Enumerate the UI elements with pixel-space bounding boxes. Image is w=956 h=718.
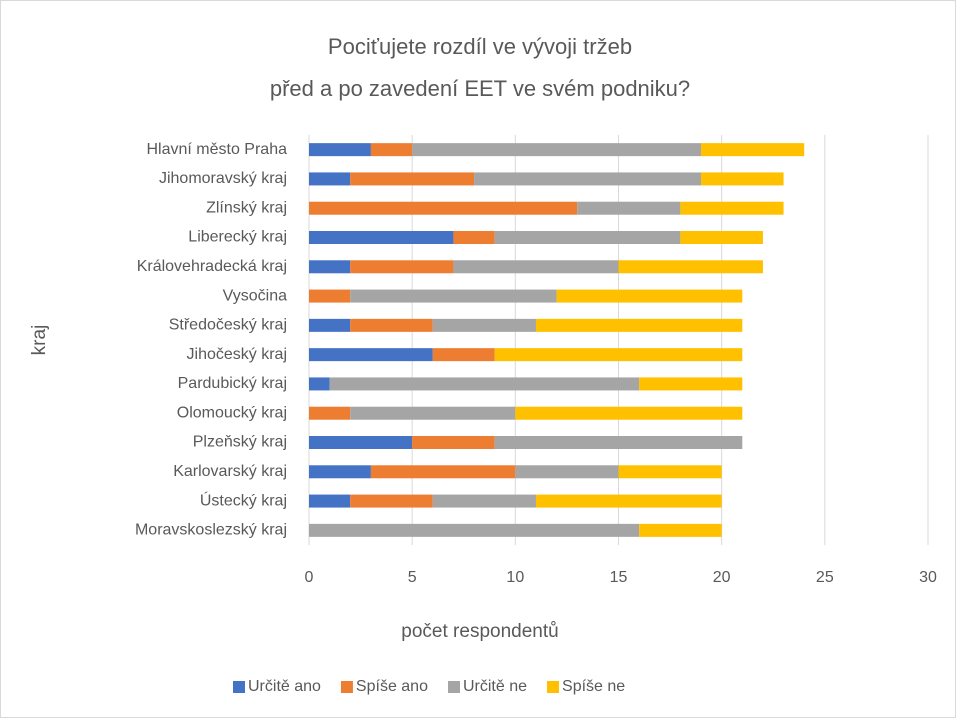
legend-swatch <box>547 681 560 693</box>
bar-segment <box>309 377 330 391</box>
bar-segment <box>618 260 763 274</box>
bar-segment <box>309 523 640 537</box>
bar-segment <box>680 231 763 244</box>
bar-segment <box>329 377 640 391</box>
chart-title: před a po zavedení EET ve svém podniku? <box>270 76 690 101</box>
bar-segment <box>350 172 475 186</box>
bar-segment <box>309 231 454 244</box>
bar-segment <box>350 289 557 303</box>
y-tick-label: Pardubický kraj <box>178 375 287 392</box>
legend-label: Určitě ano <box>248 678 321 695</box>
legend-label: Spíše ano <box>356 678 428 695</box>
y-tick-label: Jihomoravský kraj <box>159 170 287 187</box>
bar-segment <box>309 289 351 303</box>
bar-segment <box>701 172 784 186</box>
bar-segment <box>350 260 454 274</box>
legend-swatch <box>233 681 245 693</box>
bar-segment <box>350 318 433 332</box>
bar-segment <box>494 348 743 362</box>
bar-segment <box>453 231 495 244</box>
legend-label: Spíše ne <box>562 678 625 695</box>
bar-segment <box>515 406 743 420</box>
legend-swatch <box>340 681 353 693</box>
bar-segment <box>474 172 702 186</box>
bar-segment <box>453 260 619 274</box>
x-axis-title: počet respondentů <box>401 621 558 642</box>
bar-segment <box>432 348 495 362</box>
bar-segment <box>309 348 433 362</box>
bar-segment <box>309 172 351 186</box>
y-tick-label: Ústecký kraj <box>200 490 287 509</box>
bar-segment <box>412 436 495 449</box>
bar-segment <box>309 465 371 479</box>
y-tick-label: Středočeský kraj <box>169 317 287 334</box>
x-tick-label: 5 <box>408 569 417 586</box>
bar-segment <box>350 494 433 508</box>
bar-segment <box>515 465 619 479</box>
bar-segment <box>309 318 351 332</box>
bar-segment <box>618 465 722 479</box>
y-tick-label: Olomoucký kraj <box>177 404 287 421</box>
x-tick-label: 15 <box>610 569 628 586</box>
bar-segment <box>350 406 516 420</box>
y-tick-label: Jihočeský kraj <box>187 346 287 363</box>
bar-segment <box>680 201 784 215</box>
y-tick-label: Vysočina <box>223 287 287 304</box>
y-tick-label: Hlavní město Praha <box>146 141 287 158</box>
bar-segment <box>370 143 413 157</box>
bar-segment <box>432 494 536 508</box>
x-tick-label: 0 <box>305 569 314 586</box>
x-tick-label: 30 <box>919 569 937 586</box>
x-tick-label: 10 <box>506 569 524 586</box>
y-tick-label: Plzeňský kraj <box>193 434 287 451</box>
bar-segment <box>309 201 578 215</box>
bar-segment <box>309 494 351 508</box>
x-tick-label: 20 <box>713 569 731 586</box>
bar-segment <box>309 143 371 157</box>
bar-segment <box>701 143 805 157</box>
bar-segment <box>370 465 516 479</box>
y-tick-label: Královehradecká kraj <box>137 258 287 275</box>
bar-segment <box>556 289 743 303</box>
bar-segment <box>577 201 681 215</box>
bar-segment <box>412 143 702 157</box>
y-tick-label: Moravskoslezský kraj <box>135 522 287 539</box>
bar-segment <box>494 436 743 449</box>
bar-segment <box>535 318 743 332</box>
y-axis-title: kraj <box>29 325 50 356</box>
y-tick-label: Zlínský kraj <box>206 199 287 216</box>
bar-segment <box>639 523 722 537</box>
chart-title: Pociťujete rozdíl ve vývoji tržeb <box>328 34 632 59</box>
bar-segment <box>309 406 351 420</box>
bar-segment <box>639 377 743 391</box>
y-tick-label: Karlovarský kraj <box>173 463 287 480</box>
bar-segment <box>309 436 413 449</box>
legend-label: Určitě ne <box>463 678 527 695</box>
bar-segment <box>432 318 536 332</box>
y-tick-label: Liberecký kraj <box>188 229 287 246</box>
x-tick-label: 25 <box>816 569 834 586</box>
bar-segment <box>494 231 681 244</box>
bar-segment <box>309 260 351 274</box>
legend-swatch <box>447 681 460 693</box>
bar-segment <box>535 494 722 508</box>
